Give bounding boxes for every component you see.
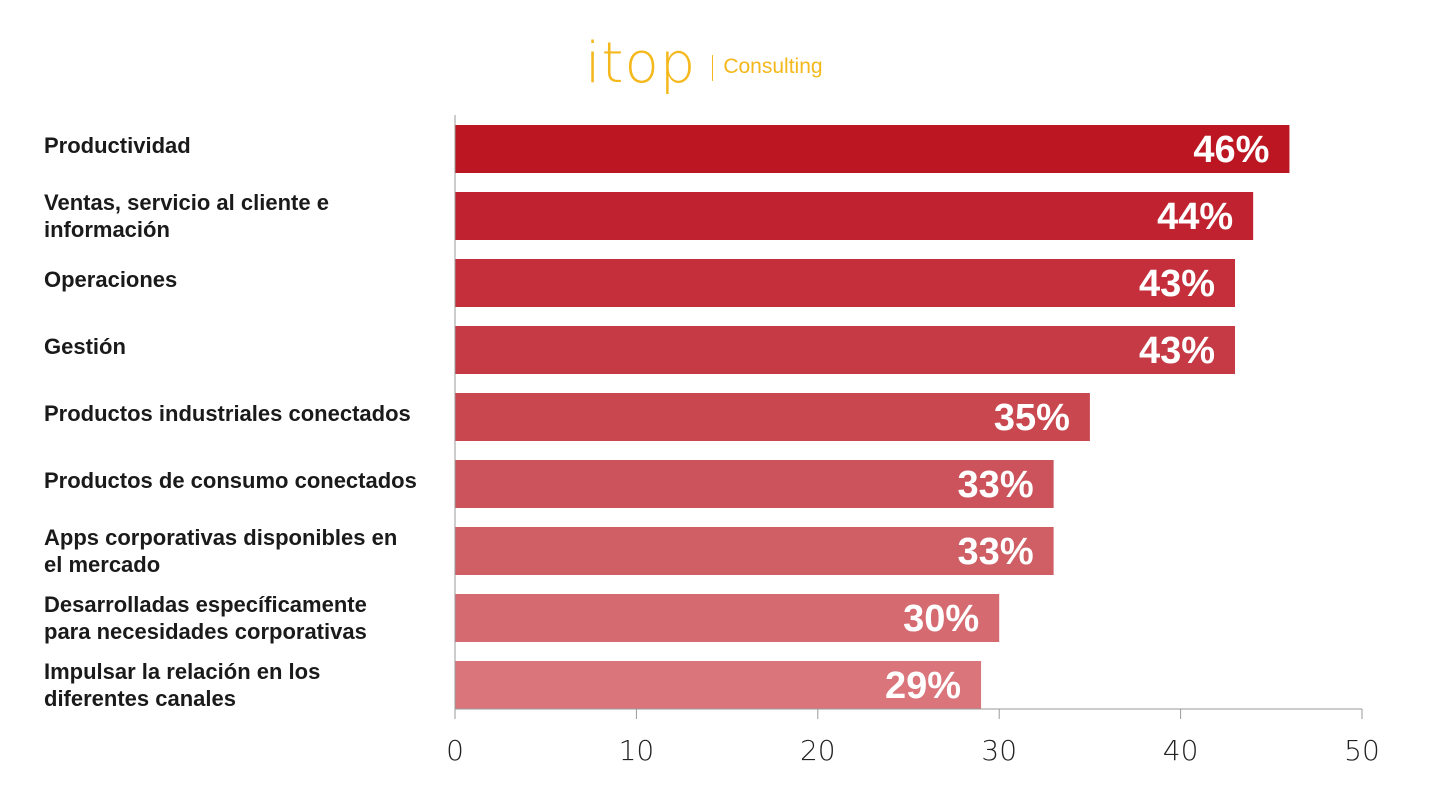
x-tick-label-50: 50 bbox=[1344, 734, 1380, 767]
x-tick-label-0: 0 bbox=[446, 734, 464, 767]
category-label-line: información bbox=[44, 217, 170, 242]
data-label-7: 33% bbox=[958, 531, 1034, 573]
data-label-9: 29% bbox=[885, 665, 961, 707]
category-label-9: Impulsar la relación en los diferentes ca… bbox=[44, 659, 320, 711]
data-label-4: 43% bbox=[1139, 330, 1215, 372]
data-label-5: 35% bbox=[994, 397, 1070, 439]
category-label-1: Productividad bbox=[44, 133, 191, 158]
logo-subtitle: Consulting bbox=[723, 55, 823, 78]
category-label-line: Productividad bbox=[44, 133, 191, 158]
bar-2 bbox=[455, 192, 1254, 240]
category-label-2: Ventas, servicio al cliente e información bbox=[44, 190, 329, 242]
logo-mark: itop bbox=[585, 31, 697, 96]
bar-7 bbox=[455, 527, 1054, 575]
brand-logo: itop Consulting bbox=[585, 28, 823, 100]
bar-4 bbox=[455, 326, 1236, 374]
category-label-line: Apps corporativas disponibles en bbox=[44, 525, 397, 550]
category-label-3: Operaciones bbox=[44, 267, 177, 292]
category-label-line: Impulsar la relación en los bbox=[44, 659, 320, 684]
bar-6 bbox=[455, 460, 1054, 508]
category-label-4: Gestión bbox=[44, 334, 126, 359]
data-label-2: 44% bbox=[1157, 196, 1233, 238]
bar-3 bbox=[455, 259, 1236, 307]
bar-5 bbox=[455, 393, 1090, 441]
category-label-8: Desarrolladas específicamente para necesi… bbox=[44, 592, 367, 644]
logo-divider bbox=[712, 55, 714, 81]
category-label-line: el mercado bbox=[44, 552, 160, 577]
bar-8 bbox=[455, 594, 1000, 642]
category-label-line: diferentes canales bbox=[44, 686, 236, 711]
data-label-6: 33% bbox=[958, 464, 1034, 506]
x-tick-label-40: 40 bbox=[1163, 734, 1199, 767]
x-tick-label-10: 10 bbox=[619, 734, 655, 767]
category-label-line: Desarrolladas específicamente bbox=[44, 592, 367, 617]
category-label-6: Productos de consumo conectados bbox=[44, 468, 417, 493]
x-tick-label-30: 30 bbox=[981, 734, 1017, 767]
category-label-line: Productos industriales conectados bbox=[44, 401, 411, 426]
category-label-line: para necesidades corporativas bbox=[44, 619, 367, 644]
bar-1 bbox=[455, 125, 1290, 173]
category-label-7: Apps corporativas disponibles en el merca… bbox=[44, 525, 397, 577]
category-label-line: Ventas, servicio al cliente e bbox=[44, 190, 329, 215]
data-label-3: 43% bbox=[1139, 263, 1215, 305]
data-label-1: 46% bbox=[1193, 129, 1269, 171]
data-label-8: 30% bbox=[903, 598, 979, 640]
category-label-line: Gestión bbox=[44, 334, 126, 359]
bar-9 bbox=[455, 661, 982, 709]
category-label-line: Productos de consumo conectados bbox=[44, 468, 417, 493]
x-tick-label-20: 20 bbox=[800, 734, 836, 767]
category-label-line: Operaciones bbox=[44, 267, 177, 292]
category-label-5: Productos industriales conectados bbox=[44, 401, 411, 426]
